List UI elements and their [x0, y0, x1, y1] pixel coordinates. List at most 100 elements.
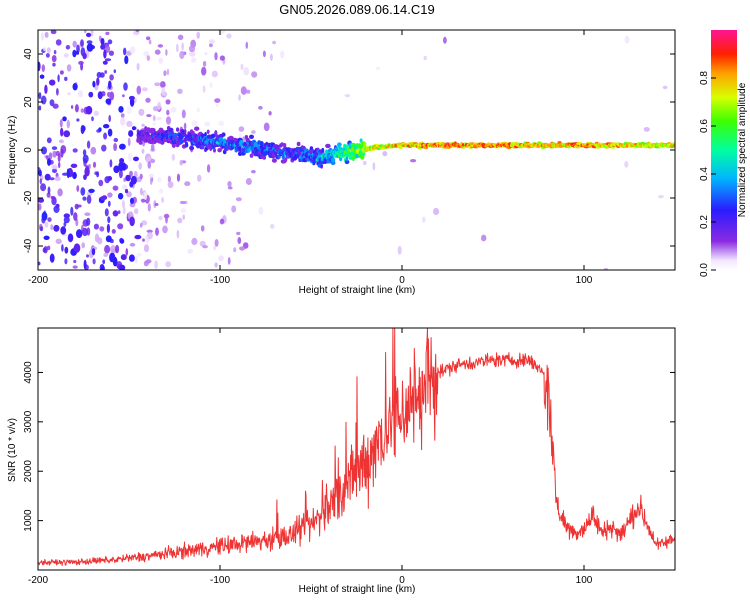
noise-speckle [39, 226, 44, 232]
noise-speckle [109, 159, 113, 168]
noise-blob [62, 116, 67, 122]
noise-speckle [122, 184, 127, 190]
noise-blob [106, 223, 110, 233]
noise-speckle [181, 42, 184, 51]
noise-speckle [268, 111, 272, 116]
noise-speckle [105, 31, 110, 36]
ytick-label: 3000 [23, 410, 34, 433]
noise-speckle [86, 194, 92, 204]
noise-speckle [162, 225, 168, 234]
noise-speckle [443, 36, 447, 44]
noise-blob [66, 168, 70, 179]
noise-speckle [154, 49, 161, 55]
noise-blob [119, 264, 126, 270]
noise-speckle [102, 259, 106, 265]
colorbar-tick-label: 0.6 [699, 119, 710, 133]
noise-speckle [55, 39, 62, 46]
noise-speckle [280, 50, 285, 59]
colorbar-label: Normalized spectral amplitude [737, 82, 748, 217]
noise-speckle [157, 44, 164, 48]
noise-speckle [216, 103, 219, 107]
noise-speckle [72, 265, 78, 269]
noise-speckle [146, 55, 151, 61]
ridge-cell [363, 142, 367, 147]
noise-speckle [46, 47, 51, 53]
noise-speckle [187, 248, 193, 254]
noise-speckle [51, 164, 58, 170]
ytick-label: 2000 [23, 460, 34, 483]
noise-speckle [237, 237, 242, 244]
noise-speckle [134, 255, 139, 264]
noise-speckle [213, 245, 217, 251]
noise-blob [88, 188, 95, 193]
noise-blob [91, 248, 96, 256]
noise-speckle [123, 47, 127, 56]
snr-xlabel: Height of straight line (km) [299, 584, 416, 595]
noise-blob [47, 158, 51, 166]
noise-speckle [90, 146, 97, 155]
noise-speckle [52, 150, 57, 158]
noise-speckle [46, 245, 51, 251]
noise-speckle [179, 50, 185, 60]
noise-speckle [122, 206, 126, 215]
noise-speckle [139, 173, 143, 180]
noise-blob [100, 38, 105, 46]
noise-speckle [93, 223, 99, 230]
noise-blob [86, 32, 92, 38]
colorbar-tick-label: 0.4 [699, 167, 710, 181]
noise-speckle [141, 87, 148, 92]
noise-speckle [67, 92, 71, 96]
noise-blob [125, 174, 131, 182]
noise-speckle [191, 237, 198, 246]
noise-speckle [158, 188, 164, 194]
noise-speckle [117, 210, 121, 215]
noise-speckle [238, 94, 241, 101]
noise-speckle [410, 159, 417, 163]
noise-speckle [214, 239, 219, 247]
noise-speckle [56, 88, 59, 96]
noise-speckle [64, 258, 68, 265]
noise-speckle [263, 122, 270, 132]
noise-speckle [41, 146, 47, 155]
noise-blob [130, 197, 134, 204]
ridge-cell [213, 148, 216, 153]
noise-blob [97, 91, 103, 100]
noise-speckle [94, 233, 100, 243]
noise-speckle [227, 186, 233, 190]
noise-speckle [73, 259, 77, 264]
noise-speckle [218, 255, 225, 262]
noise-blob [60, 226, 67, 235]
noise-speckle [182, 214, 185, 220]
noise-speckle [190, 57, 197, 63]
xtick-label: -200 [28, 275, 48, 286]
noise-blob [128, 95, 135, 101]
noise-speckle [206, 164, 211, 173]
ridge-cell [184, 141, 189, 147]
noise-speckle [231, 205, 237, 213]
ridge-cell [204, 132, 207, 137]
noise-speckle [86, 217, 91, 226]
noise-blob [96, 77, 100, 86]
noise-speckle [86, 40, 93, 44]
noise-blob [83, 259, 87, 270]
noise-speckle [258, 105, 263, 110]
snr-content [38, 328, 675, 566]
noise-speckle [47, 186, 51, 195]
noise-blob [53, 224, 60, 232]
ridge-cell [337, 142, 342, 147]
noise-speckle [80, 63, 84, 71]
noise-speckle [96, 71, 102, 78]
noise-speckle [147, 203, 151, 212]
noise-speckle [245, 178, 252, 185]
ridge-cell [163, 137, 167, 143]
noise-speckle [65, 45, 71, 50]
noise-blob [72, 49, 77, 58]
ridge-cell [359, 138, 363, 143]
noise-speckle [251, 170, 256, 174]
ridge-cell [138, 140, 143, 145]
noise-speckle [145, 97, 151, 103]
noise-speckle [113, 69, 117, 74]
noise-speckle [202, 60, 207, 67]
noise-speckle [136, 252, 142, 257]
